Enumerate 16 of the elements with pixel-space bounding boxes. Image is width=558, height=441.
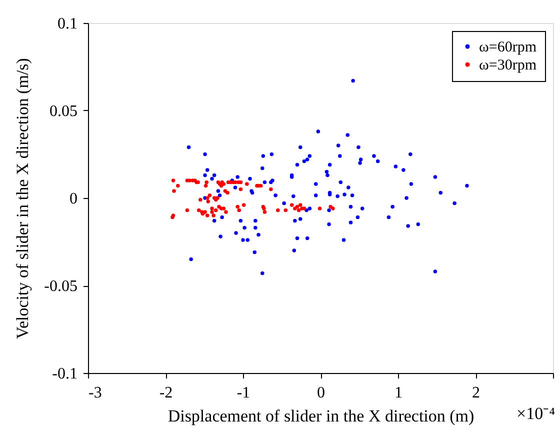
text: ×10⁻⁴ <box>516 404 556 423</box>
legend-label: ω=60rpm <box>479 40 537 56</box>
x-tick-label: 1 <box>394 384 402 402</box>
x-tick-label: 0 <box>317 384 325 402</box>
y-tick-label: 0.1 <box>58 16 78 32</box>
y-axis-title: Velocity of slider in the X direction (m/s) <box>13 58 32 339</box>
x-tick-label: -1 <box>236 384 250 402</box>
x-tick-label: -3 <box>88 384 102 402</box>
y-tick-label: 0.05 <box>50 103 78 120</box>
y-tick-label: 0 <box>70 190 78 208</box>
legend-label: ω=30rpm <box>479 58 537 74</box>
y-tick-label: -0.05 <box>44 278 78 295</box>
x-tick-label: -2 <box>159 384 173 402</box>
x-axis-title: Displacement of slider in the X direction (m) <box>168 406 474 426</box>
y-tick-label: -0.1 <box>52 366 78 382</box>
x-tick-label: 2 <box>472 384 480 402</box>
